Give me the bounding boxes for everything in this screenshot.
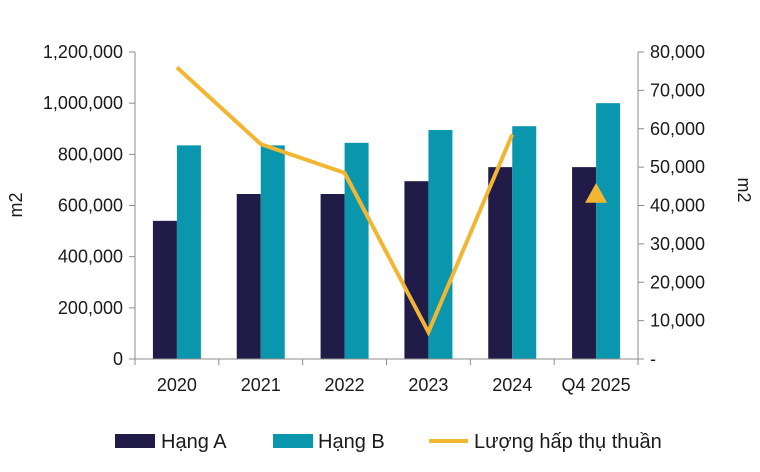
y-right-tick-label: - bbox=[650, 349, 656, 369]
y-right-tick-label: 20,000 bbox=[650, 272, 705, 292]
x-tick-label: 2021 bbox=[241, 375, 281, 395]
legend-swatch-hang-a bbox=[115, 434, 155, 448]
absorption-projection-triangle bbox=[585, 182, 608, 203]
y-left-tick-label: 400,000 bbox=[58, 247, 123, 267]
ticks-layer: 1,200,000 1,000,000 800,000 600,000 400,000 2… bbox=[43, 42, 705, 395]
y-right-tick-label: 40,000 bbox=[650, 196, 705, 216]
absorption-line bbox=[175, 65, 515, 337]
y-right-tick-label: 50,000 bbox=[650, 157, 705, 177]
y-left-tick-label: 1,200,000 bbox=[43, 42, 123, 62]
y-left-tick-label: 800,000 bbox=[58, 144, 123, 164]
bars-layer bbox=[152, 103, 621, 360]
bar-hang-b-2021 bbox=[260, 145, 285, 359]
bar-hang-b-2024 bbox=[512, 126, 537, 359]
y-right-tick-label: 10,000 bbox=[650, 311, 705, 331]
x-tick-label: 2022 bbox=[325, 375, 365, 395]
line-layer bbox=[175, 65, 608, 337]
bar-hang-a-2020 bbox=[152, 220, 177, 359]
y-left-axis-label: m2 bbox=[6, 192, 26, 217]
y-right-tick-label: 60,000 bbox=[650, 119, 705, 139]
x-tick-label: Q4 2025 bbox=[562, 375, 631, 395]
bar-hang-a-2021 bbox=[236, 193, 261, 359]
y-left-tick-label: 600,000 bbox=[58, 196, 123, 216]
y-left-tick-label: 200,000 bbox=[58, 298, 123, 318]
legend-label-hang-b: Hạng B bbox=[318, 431, 385, 453]
x-tick-label: 2023 bbox=[408, 375, 448, 395]
y-right-axis-label: m2 bbox=[734, 177, 754, 202]
bar-hang-a-2024 bbox=[488, 167, 513, 359]
bar-hang-a-2023 bbox=[404, 181, 429, 359]
bar-hang-b-2020 bbox=[176, 145, 201, 359]
bar-hang-a-2022 bbox=[320, 193, 345, 359]
x-tick-label: 2024 bbox=[492, 375, 532, 395]
y-right-tick-label: 80,000 bbox=[650, 42, 705, 62]
y-left-tick-label: 0 bbox=[113, 349, 123, 369]
bar-hang-b-2022 bbox=[344, 142, 369, 359]
y-right-tick-label: 70,000 bbox=[650, 80, 705, 100]
legend-label-absorption: Lượng hấp thụ thuần bbox=[474, 431, 662, 453]
bar-hang-b-q4-2025 bbox=[596, 103, 621, 360]
x-tick-label: 2020 bbox=[157, 375, 197, 395]
legend: Hạng A Hạng B Lượng hấp thụ thuần bbox=[115, 431, 662, 453]
legend-swatch-hang-b bbox=[273, 434, 313, 448]
y-left-tick-label: 1,000,000 bbox=[43, 93, 123, 113]
y-right-tick-label: 30,000 bbox=[650, 234, 705, 254]
legend-label-hang-a: Hạng A bbox=[161, 431, 227, 453]
